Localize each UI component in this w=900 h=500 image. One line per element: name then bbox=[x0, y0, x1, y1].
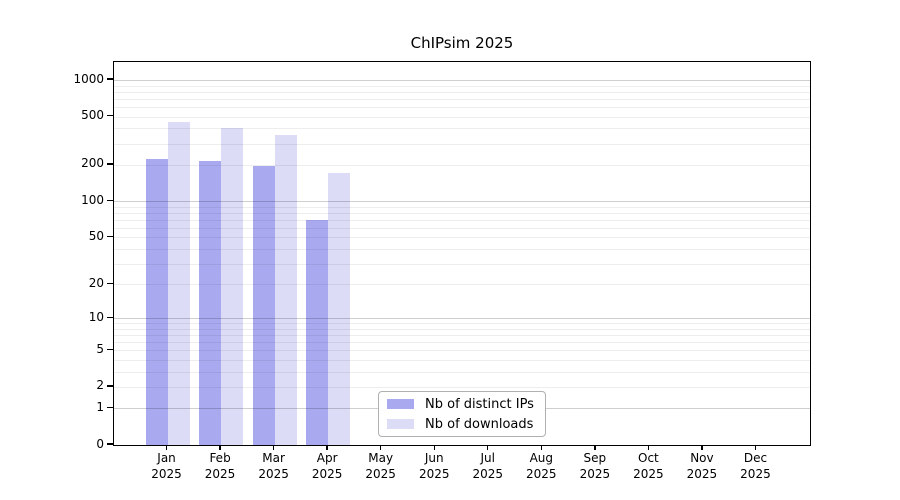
x-axis-tick-label: May 2025 bbox=[365, 451, 396, 481]
x-axis-tick bbox=[647, 445, 650, 450]
y-axis-tick-label: 1000 bbox=[73, 71, 104, 86]
y-axis-tick bbox=[107, 316, 113, 319]
gridline-minor bbox=[114, 91, 810, 93]
gridline-minor bbox=[114, 248, 810, 250]
gridline-minor bbox=[114, 323, 810, 325]
legend-item-distinct-ips: Nb of distinct IPs bbox=[387, 396, 545, 413]
gridline-minor bbox=[114, 164, 810, 166]
y-axis-tick bbox=[107, 406, 113, 409]
x-axis-tick bbox=[433, 445, 435, 450]
y-axis-tick-label: 200 bbox=[81, 156, 104, 171]
gridline-minor bbox=[114, 206, 810, 208]
bar-distinct-ips-jan bbox=[145, 158, 168, 445]
y-axis-tick-label: 10 bbox=[88, 309, 104, 324]
x-axis-tick-label: Jun 2025 bbox=[418, 451, 450, 481]
gridline-minor bbox=[114, 371, 810, 373]
bar-distinct-ips-feb bbox=[199, 161, 222, 445]
x-axis-tick-label: Apr 2025 bbox=[311, 451, 343, 481]
gridline-minor bbox=[114, 335, 810, 337]
legend-label-distinct-ips: Nb of distinct IPs bbox=[425, 396, 534, 412]
gridline-minor bbox=[114, 219, 810, 221]
gridline-minor bbox=[114, 360, 810, 361]
y-axis-tick-label: 100 bbox=[81, 192, 104, 207]
gridline-minor bbox=[114, 263, 810, 265]
legend-swatch-distinct-ips bbox=[387, 399, 414, 409]
bar-downloads-jan bbox=[167, 122, 190, 445]
gridline-minor bbox=[114, 143, 810, 145]
y-axis-tick-label: 500 bbox=[81, 108, 104, 123]
y-axis-tick bbox=[107, 78, 113, 80]
gridline-major bbox=[114, 80, 810, 82]
gridline-major bbox=[114, 318, 810, 320]
gridline-minor bbox=[114, 85, 810, 87]
y-axis-tick-label: 5 bbox=[96, 341, 104, 356]
x-axis-tick-label: Sep 2025 bbox=[579, 451, 611, 481]
gridline-minor bbox=[114, 128, 810, 130]
gridline-minor bbox=[114, 237, 810, 239]
x-axis-tick bbox=[540, 445, 542, 450]
x-axis-tick bbox=[754, 445, 757, 450]
x-axis-tick bbox=[487, 445, 489, 450]
legend-item-downloads: Nb of downloads bbox=[387, 416, 545, 433]
y-axis-tick bbox=[107, 385, 113, 387]
x-axis-tick bbox=[219, 445, 221, 450]
gridline-minor bbox=[114, 98, 810, 100]
x-axis-tick bbox=[272, 445, 275, 450]
y-axis-tick bbox=[107, 443, 113, 445]
bar-downloads-feb bbox=[221, 127, 244, 445]
legend: Nb of distinct IPs Nb of downloads bbox=[378, 391, 546, 437]
gridline-minor bbox=[114, 350, 810, 352]
y-axis-tick bbox=[107, 235, 113, 238]
x-axis-tick-label: Oct 2025 bbox=[633, 451, 664, 481]
bar-downloads-apr bbox=[328, 173, 351, 445]
gridline-minor bbox=[114, 116, 810, 118]
x-axis-tick-label: Mar 2025 bbox=[258, 451, 289, 481]
x-axis-tick bbox=[165, 445, 168, 450]
gridline-minor bbox=[114, 342, 810, 344]
y-axis-tick bbox=[107, 199, 113, 201]
gridline-minor bbox=[114, 284, 810, 286]
y-axis-tick bbox=[107, 163, 113, 165]
legend-swatch-downloads bbox=[387, 419, 414, 429]
x-axis-tick-label: Jan 2025 bbox=[151, 451, 182, 481]
y-axis-tick-label: 1 bbox=[96, 399, 104, 414]
gridline-minor bbox=[114, 212, 810, 214]
bar-downloads-mar bbox=[274, 135, 297, 445]
x-axis-tick-label: Dec 2025 bbox=[740, 451, 771, 481]
x-axis-tick-label: Aug 2025 bbox=[526, 451, 557, 481]
gridline-major bbox=[114, 201, 810, 203]
gridline-minor bbox=[114, 227, 810, 229]
x-axis-tick-label: Feb 2025 bbox=[204, 451, 236, 481]
x-axis-tick bbox=[326, 445, 328, 450]
x-axis-tick-label: Jul 2025 bbox=[472, 451, 504, 481]
y-axis-tick-label: 20 bbox=[88, 275, 104, 290]
y-axis-tick bbox=[107, 114, 113, 117]
x-axis-tick bbox=[379, 445, 382, 450]
bar-distinct-ips-apr bbox=[306, 219, 329, 445]
gridline-minor bbox=[114, 328, 810, 330]
x-axis-tick bbox=[701, 445, 703, 450]
y-axis-tick-label: 0 bbox=[96, 436, 104, 451]
x-axis-tick-label: Nov 2025 bbox=[686, 451, 718, 481]
y-axis-tick-label: 2 bbox=[96, 378, 104, 393]
gridline-minor bbox=[114, 107, 810, 109]
plot-area bbox=[113, 61, 811, 446]
chart-title: ChIPsim 2025 bbox=[410, 34, 514, 52]
bar-distinct-ips-mar bbox=[252, 166, 275, 445]
y-axis-tick bbox=[107, 282, 113, 284]
gridline-minor bbox=[114, 386, 810, 388]
x-axis-tick bbox=[594, 445, 596, 450]
y-axis-tick bbox=[107, 348, 113, 351]
legend-label-downloads: Nb of downloads bbox=[425, 416, 534, 432]
y-axis-tick-label: 50 bbox=[88, 228, 104, 243]
